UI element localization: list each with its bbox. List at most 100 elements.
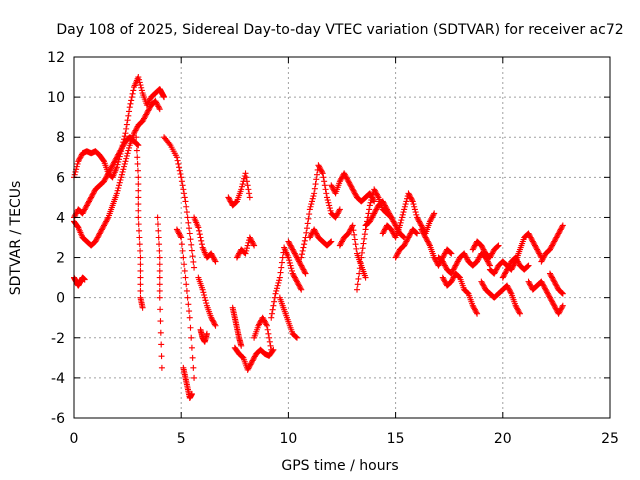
data-point: [439, 258, 446, 265]
data-point: [144, 100, 151, 107]
data-point: [246, 362, 253, 369]
data-point: [126, 104, 133, 111]
data-point: [549, 241, 556, 248]
data-point: [441, 277, 448, 284]
data-point: [399, 214, 406, 221]
data-point: [299, 247, 306, 254]
data-point: [544, 290, 551, 297]
data-point: [413, 211, 420, 218]
data-point: [247, 361, 254, 368]
series-sat-ac: [418, 226, 455, 269]
data-point: [120, 142, 127, 149]
data-point: [431, 210, 438, 217]
data-point: [296, 282, 303, 289]
data-point: [161, 94, 168, 101]
data-point: [539, 279, 546, 286]
data-point: [413, 229, 420, 236]
data-point: [181, 261, 188, 268]
data-point: [74, 223, 81, 230]
data-point: [287, 262, 294, 269]
y-tick-label: -4: [51, 371, 65, 387]
data-point: [356, 270, 363, 277]
data-point: [239, 354, 246, 361]
data-point: [104, 171, 111, 178]
series-sat-j: [191, 214, 219, 265]
data-point: [152, 98, 159, 105]
data-point: [115, 151, 122, 158]
data-point: [548, 243, 555, 250]
x-tick-label: 0: [70, 431, 79, 447]
data-point: [416, 218, 423, 225]
data-point: [366, 206, 373, 213]
data-point: [389, 217, 396, 224]
data-point: [245, 365, 252, 372]
data-point: [541, 285, 548, 292]
data-point: [146, 96, 153, 103]
data-point: [296, 258, 303, 265]
data-point: [77, 154, 84, 161]
data-point: [552, 305, 559, 312]
data-point: [334, 210, 341, 217]
data-point: [393, 253, 400, 260]
data-point: [400, 209, 407, 216]
data-point: [381, 227, 388, 234]
data-point: [471, 243, 478, 250]
data-point: [551, 238, 558, 245]
data-point: [145, 107, 152, 114]
data-point: [514, 257, 521, 264]
data-point: [286, 241, 293, 248]
data-point: [461, 250, 468, 257]
data-point: [301, 237, 308, 244]
series-sat-af: [469, 238, 502, 261]
data-point: [96, 231, 103, 238]
data-point: [101, 221, 108, 228]
data-point: [293, 334, 300, 341]
data-point: [136, 241, 143, 248]
data-point: [500, 273, 507, 280]
data-point: [308, 231, 315, 238]
data-point: [337, 177, 344, 184]
data-point: [386, 211, 393, 218]
data-point: [137, 247, 144, 254]
data-point: [370, 211, 377, 218]
data-point: [534, 246, 541, 253]
data-point: [300, 266, 307, 273]
data-point: [72, 168, 79, 175]
data-point: [183, 209, 190, 216]
data-point: [80, 209, 87, 216]
data-point: [504, 282, 511, 289]
data-point: [155, 227, 162, 234]
y-tick-label: 6: [56, 170, 65, 186]
data-point: [198, 241, 205, 248]
data-point: [256, 321, 263, 328]
data-point: [294, 279, 301, 286]
series-sat-ag: [478, 278, 523, 317]
data-point: [374, 193, 381, 200]
data-point: [426, 241, 433, 248]
data-point: [428, 215, 435, 222]
data-point: [332, 214, 339, 221]
data-point: [288, 265, 295, 272]
data-point: [108, 164, 115, 171]
data-point: [95, 233, 102, 240]
data-point: [247, 235, 254, 242]
data-point: [369, 213, 376, 220]
data-point: [190, 364, 197, 371]
data-point: [556, 309, 563, 316]
data-point: [286, 239, 293, 246]
data-point: [514, 306, 521, 313]
data-point: [432, 257, 439, 264]
data-point: [143, 111, 150, 118]
data-point: [548, 297, 555, 304]
data-point: [379, 230, 386, 237]
data-point: [324, 197, 331, 204]
data-point: [246, 364, 253, 371]
data-point: [480, 282, 487, 289]
data-point: [318, 168, 325, 175]
data-point: [327, 239, 334, 246]
data-point: [471, 305, 478, 312]
data-point: [559, 222, 566, 229]
data-point: [179, 247, 186, 254]
data-point: [128, 94, 135, 101]
data-point: [542, 286, 549, 293]
